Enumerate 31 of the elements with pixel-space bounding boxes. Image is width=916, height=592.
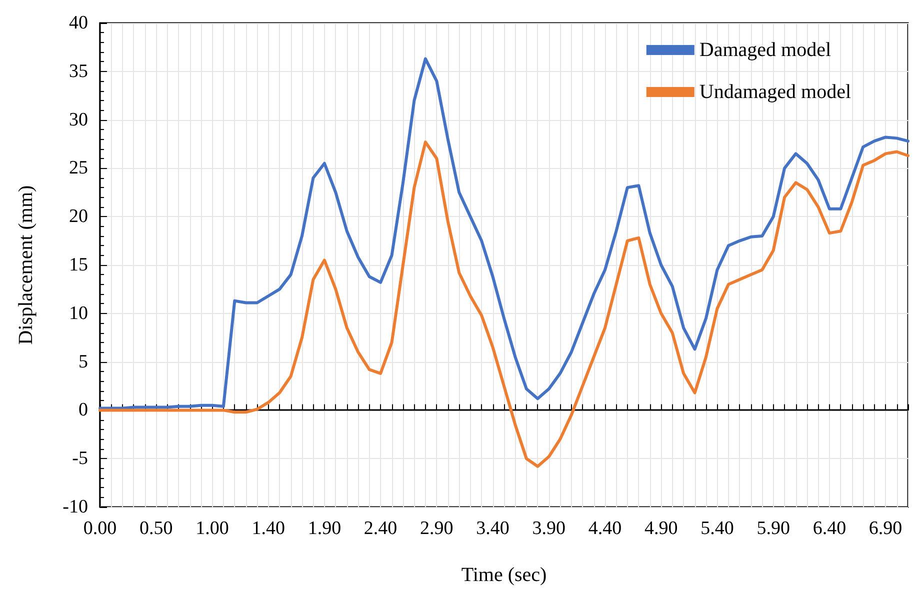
y-tick-label: 10 — [69, 302, 88, 324]
x-tick-label: 1.40 — [252, 518, 285, 539]
y-tick-label: 15 — [69, 254, 88, 276]
x-tick-label: 0.00 — [83, 518, 117, 539]
y-tick-label: 25 — [69, 158, 88, 179]
x-tick-label: 1.90 — [308, 518, 342, 539]
x-tick-label: 1.00 — [196, 518, 229, 539]
y-tick-label: 30 — [69, 109, 88, 130]
line-series — [98, 140, 910, 468]
x-tick-label: 4.40 — [588, 518, 622, 539]
x-tick-label: 3.90 — [532, 518, 566, 539]
x-tick-label: 5.90 — [756, 518, 790, 539]
y-tick-label: 5 — [78, 351, 88, 372]
y-axis-title: Displacement (mm) — [15, 185, 37, 345]
x-tick-label: 3.40 — [476, 518, 510, 539]
y-tick-label: 20 — [69, 206, 88, 228]
x-tick-label: 6.40 — [812, 518, 846, 539]
x-tick-label: 6.90 — [868, 518, 902, 539]
x-tick-label: 4.90 — [644, 518, 678, 539]
x-tick-label: 5.40 — [700, 518, 734, 539]
x-axis-title: Time (sec) — [461, 564, 547, 586]
y-tick-label: 40 — [69, 12, 88, 34]
y-tick-label: 0 — [78, 400, 88, 421]
x-tick-label: 2.90 — [420, 518, 454, 539]
y-tick-label: 35 — [69, 60, 88, 82]
y-tick-label: -5 — [72, 448, 88, 470]
x-tick-label: 0.50 — [139, 518, 173, 539]
legend-label: Damaged model — [699, 39, 832, 61]
legend-label: Undamaged model — [699, 81, 852, 103]
x-tick-label: 2.40 — [364, 518, 398, 539]
y-tick-label: -10 — [62, 496, 88, 518]
